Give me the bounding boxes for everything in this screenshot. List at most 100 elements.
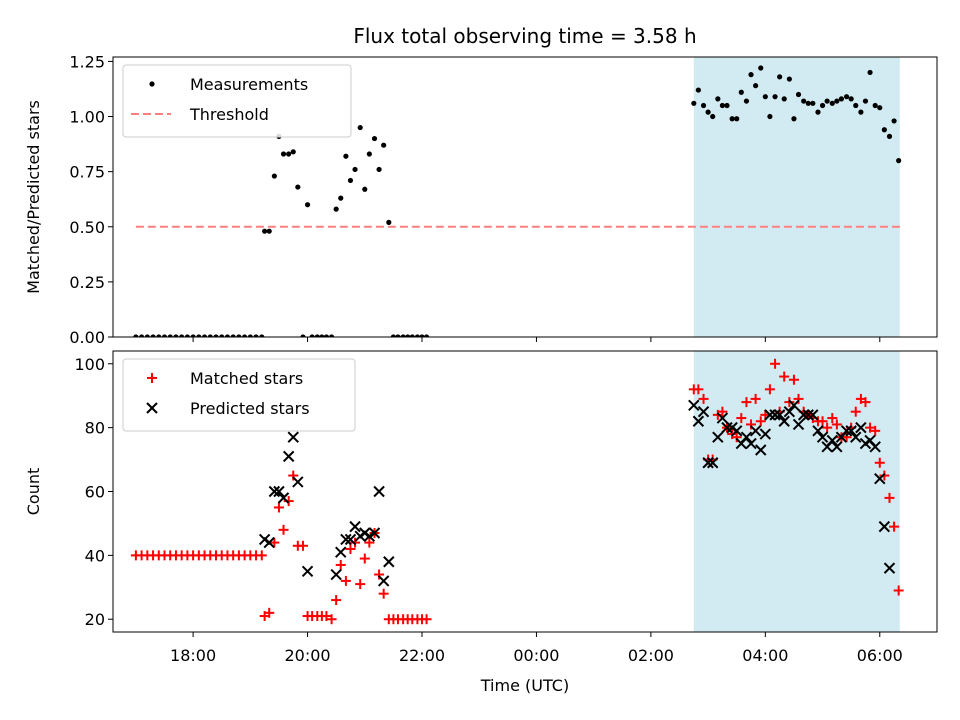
data-point — [273, 502, 284, 513]
data-point-b — [826, 434, 838, 447]
data-point-b — [812, 425, 824, 437]
data-point — [179, 334, 185, 337]
data-point — [867, 69, 873, 76]
data-point-b — [277, 492, 290, 504]
data-point — [269, 537, 280, 548]
data-point — [150, 334, 156, 337]
data-point-b — [373, 485, 385, 498]
y-tick-label: 80 — [85, 419, 105, 438]
y-axis-label: Matched/Predicted stars — [24, 100, 43, 294]
data-point — [795, 91, 802, 98]
data-point-b — [788, 399, 800, 411]
panel-1-marks — [130, 358, 904, 625]
data-point — [805, 100, 811, 106]
data-point — [326, 614, 337, 625]
ratio-panel: 0.00 0.25 0.50 0.75 1.00 1.25 Matched/Predicte… — [24, 52, 938, 347]
data-point — [779, 371, 790, 382]
data-point — [357, 124, 363, 131]
data-point — [386, 219, 392, 225]
data-point — [381, 142, 387, 148]
data-point — [184, 334, 190, 337]
data-point — [390, 334, 396, 337]
x-tick-label: 00:00 — [513, 646, 559, 665]
legend-marker-b — [146, 402, 158, 414]
data-point — [889, 521, 900, 532]
data-point — [352, 166, 358, 173]
data-point — [167, 334, 173, 337]
data-point — [741, 397, 752, 408]
data-point — [695, 87, 701, 93]
data-point — [196, 334, 202, 337]
data-point — [335, 546, 347, 558]
data-point — [340, 533, 352, 546]
data-point — [819, 102, 826, 109]
data-point — [376, 166, 382, 173]
data-point — [277, 492, 290, 504]
data-point — [419, 334, 425, 337]
legend: Measurements Threshold — [122, 64, 352, 138]
data-point — [749, 425, 762, 437]
count-panel: 20 40 60 80 100 18:00 20:00 22:00 00:00 02:00 04:0… — [24, 350, 938, 665]
data-point-b — [878, 520, 891, 533]
data-point — [724, 102, 730, 109]
data-point — [860, 397, 871, 408]
data-point — [801, 98, 807, 104]
data-point — [810, 100, 816, 106]
data-point — [377, 575, 390, 587]
data-point — [791, 116, 797, 122]
data-point-b — [273, 485, 285, 498]
data-point-b — [740, 431, 753, 443]
data-point — [383, 556, 395, 568]
data-point — [301, 565, 314, 578]
legend-marker — [149, 81, 155, 87]
data-point — [764, 409, 776, 421]
data-point-b — [883, 562, 896, 574]
y-tick-label: 0.75 — [69, 163, 105, 182]
data-point — [253, 334, 259, 337]
data-point — [309, 334, 315, 337]
data-point — [173, 334, 179, 337]
data-point — [755, 416, 766, 427]
data-point-b — [335, 546, 347, 558]
data-point — [330, 568, 342, 581]
data-point — [786, 76, 792, 82]
data-point — [190, 334, 196, 337]
data-point — [845, 425, 857, 437]
data-point — [247, 334, 253, 337]
legend-box — [122, 64, 352, 138]
data-point — [869, 441, 881, 453]
x-tick-label: 20:00 — [285, 646, 331, 665]
data-point — [304, 202, 311, 208]
data-point-b — [759, 428, 772, 440]
data-point — [219, 334, 225, 337]
data-point — [371, 135, 378, 142]
data-point-b — [268, 485, 281, 498]
data-point-b — [368, 527, 381, 539]
data-point — [815, 109, 821, 115]
data-point-b — [769, 409, 781, 421]
data-point — [788, 374, 799, 385]
data-point — [773, 409, 786, 421]
data-point — [824, 98, 830, 104]
data-point — [740, 431, 753, 443]
data-point — [843, 94, 850, 100]
data-point — [359, 553, 370, 564]
data-point — [693, 384, 704, 395]
data-point-b — [749, 425, 762, 437]
data-point — [802, 409, 814, 421]
data-point — [144, 334, 150, 337]
data-point — [874, 457, 885, 468]
data-point — [256, 550, 267, 561]
data-point — [891, 118, 897, 124]
legend-label: Measurements — [190, 75, 308, 94]
data-point — [292, 476, 304, 488]
data-point-b — [712, 431, 724, 443]
y-tick-label: 20 — [85, 610, 105, 629]
data-point-b — [721, 421, 733, 434]
data-point — [423, 334, 430, 337]
legend-label: Predicted stars — [190, 399, 310, 418]
data-point-b — [840, 425, 853, 437]
data-point-b — [340, 533, 352, 546]
data-point — [705, 109, 711, 115]
